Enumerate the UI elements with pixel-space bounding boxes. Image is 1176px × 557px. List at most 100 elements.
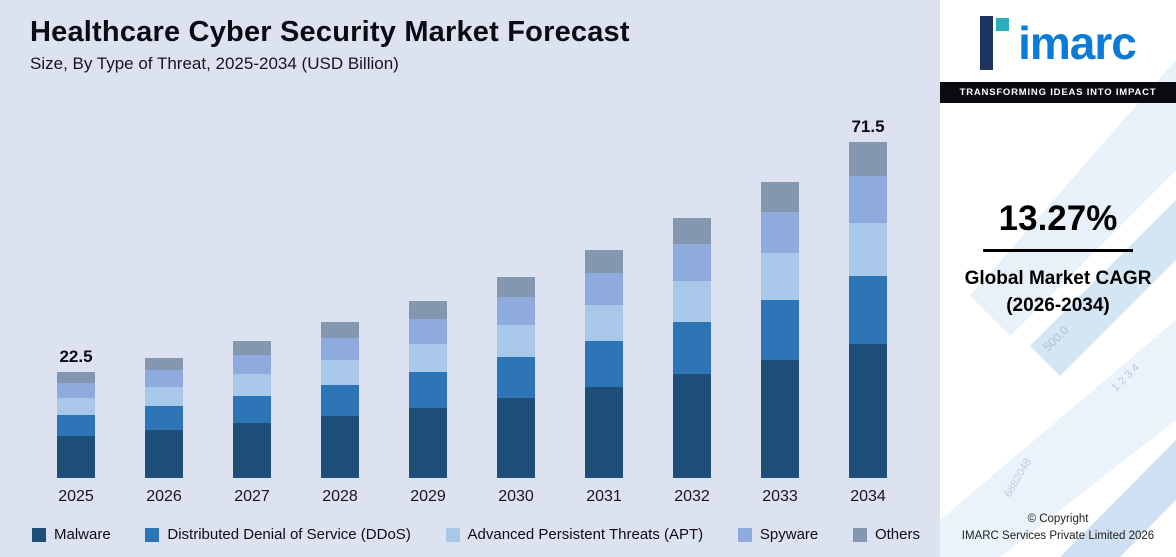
bar-segment: [761, 300, 799, 360]
bar-segment: [761, 359, 799, 478]
chart-header: Healthcare Cyber Security Market Forecas…: [30, 16, 922, 74]
bar-segment: [585, 249, 623, 273]
bar-segment: [57, 414, 95, 436]
legend-item-3: Advanced Persistent Threats (APT): [445, 526, 704, 543]
legend-item-2: Distributed Denial of Service (DDoS): [145, 526, 411, 543]
bar-column-2030: [472, 276, 560, 478]
stacked-bar-2026: [145, 357, 183, 478]
bar-segment: [57, 372, 95, 383]
legend-swatch-icon: [32, 527, 46, 542]
page-title: Healthcare Cyber Security Market Forecas…: [30, 16, 630, 48]
logo-navy-bar-icon: [980, 16, 994, 70]
x-axis-label-2031: 2031: [586, 488, 622, 505]
copyright: © Copyright IMARC Services Private Limit…: [962, 511, 1154, 546]
copyright-line2: IMARC Services Private Limited 2026: [961, 529, 1155, 542]
bar-segment: [761, 211, 799, 253]
logo-teal-cube-icon: [996, 18, 1010, 31]
cagr-underline: [983, 249, 1133, 252]
legend-label: Others: [874, 526, 920, 543]
bar-segment: [761, 252, 799, 301]
cagr-value: 13.27%: [998, 199, 1118, 238]
bar-segment: [585, 272, 623, 305]
imarc-logo: imarc: [980, 16, 1137, 70]
bar-segment: [849, 276, 887, 344]
bar-value-label-2025: 22.5: [59, 347, 93, 367]
cagr-label-line2: (2026-2034): [1006, 294, 1110, 316]
stacked-bar-2033: [761, 182, 799, 478]
legend-label: Advanced Persistent Threats (APT): [467, 526, 704, 543]
bar-segment: [321, 384, 359, 416]
x-axis-label-2025: 2025: [58, 488, 94, 505]
imarc-logo-mark-icon: [980, 16, 1010, 70]
stacked-bar-2028: [321, 322, 359, 478]
bar-segment: [321, 415, 359, 478]
bar-segment: [145, 369, 183, 387]
bar-segment: [585, 304, 623, 342]
side-panel: 500.0 1 2 3 4 6882048 imarc TRANSFORMING…: [940, 0, 1176, 557]
bar-segment: [145, 406, 183, 431]
bar-column-2029: [384, 301, 472, 478]
x-axis-label-2030: 2030: [498, 488, 534, 505]
x-axis-label-2032: 2032: [674, 488, 710, 505]
bar-segment: [585, 386, 623, 478]
x-axis-label-2028: 2028: [322, 488, 358, 505]
bar-segment: [673, 244, 711, 281]
bar-segment: [497, 297, 535, 326]
bar-segment: [233, 341, 271, 355]
cagr-block: 13.27% Global Market CAGR (2026-2034): [965, 199, 1152, 319]
stacked-bar-2027: [233, 341, 271, 478]
bar-segment: [497, 276, 535, 298]
stacked-bar-2030: [497, 276, 535, 478]
bar-segment: [849, 175, 887, 223]
bar-segment: [321, 338, 359, 361]
bar-segment: [233, 374, 271, 397]
bar-segment: [321, 360, 359, 385]
x-axis-labels: 2025 2026 2027 2028 2029 2030 2031 2032 2033 2034: [30, 478, 922, 506]
bar-segment: [233, 423, 271, 478]
bar-column-2034: 71.5: [824, 117, 912, 478]
bar-segment: [145, 386, 183, 407]
copyright-line1: © Copyright: [1027, 512, 1089, 525]
bar-segment: [321, 322, 359, 339]
bar-segment: [497, 357, 535, 398]
decorative-graphics: 500.0 1 2 3 4 6882048: [940, 60, 1176, 557]
bar-segment: [497, 397, 535, 478]
stacked-bar-2029: [409, 301, 447, 478]
page-subtitle: Size, By Type of Threat, 2025-2034 (USD …: [30, 54, 399, 73]
bar-segment: [145, 430, 183, 478]
legend-label: Malware: [54, 526, 111, 543]
legend-swatch-icon: [737, 527, 752, 542]
legend-swatch-icon: [852, 527, 867, 542]
bar-segment: [145, 357, 183, 370]
bar-column-2025: 22.5: [32, 347, 120, 478]
bar-segment: [761, 182, 799, 212]
bar-segment: [233, 354, 271, 375]
legend-swatch-icon: [145, 527, 160, 542]
legend-label: Distributed Denial of Service (DDoS): [167, 526, 411, 543]
stacked-bar-2025: [57, 372, 95, 478]
bar-segment: [233, 396, 271, 424]
legend-label: Spyware: [759, 526, 819, 543]
imarc-logo-text: imarc: [1018, 17, 1137, 69]
bar-segment: [673, 280, 711, 322]
bar-segment: [409, 301, 447, 320]
bar-segment: [57, 382, 95, 398]
legend-item-5: Others: [852, 526, 920, 543]
stacked-bar-2032: [673, 218, 711, 478]
legend-item-4: Spyware: [737, 526, 819, 543]
bar-column-2026: [120, 357, 208, 478]
bar-segment: [409, 372, 447, 408]
chart-panel: Healthcare Cyber Security Market Forecas…: [30, 16, 922, 543]
bar-segment: [673, 374, 711, 478]
bar-segment: [585, 341, 623, 387]
bar-segment: [57, 435, 95, 478]
x-axis-label-2033: 2033: [762, 488, 798, 505]
legend-item-1: Malware: [32, 526, 111, 543]
chart-legend: Malware Distributed Denial of Service (DD…: [30, 526, 922, 543]
bar-column-2032: [648, 218, 736, 478]
bar-column-2033: [736, 182, 824, 478]
stacked-bar-2034: [849, 141, 887, 478]
x-axis-label-2034: 2034: [850, 488, 886, 505]
logo-tagline: TRANSFORMING IDEAS INTO IMPACT: [940, 82, 1176, 103]
